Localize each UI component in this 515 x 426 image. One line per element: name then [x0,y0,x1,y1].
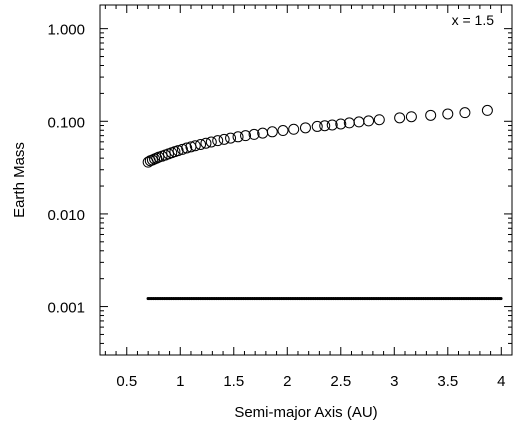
data-point-circle [442,108,454,120]
x-axis-label: Semi-major Axis (AU) [234,404,377,421]
data-point-circle [363,115,375,127]
x-tick-label: 1 [176,373,184,390]
y-tick-label: 0.001 [47,300,85,317]
data-point-circle [373,114,385,126]
data-point-circle [200,137,212,149]
data-point-circle [459,107,471,119]
data-point-circle [405,111,417,123]
x-tick-label: 2.5 [330,373,351,390]
data-point-circle [288,123,300,135]
data-point-circle [195,138,207,150]
data-point-circle [319,120,331,132]
axis-tick-labels: 0.5 1 1.5 2 2.5 3 3.5 4 0.001 0.010 0.100 1.000 [47,22,505,390]
data-point-circle [176,143,188,155]
data-point-circle [353,116,365,128]
annotation-label: x = 1.5 [452,12,495,28]
x-tick-label: 2 [283,373,291,390]
data-point-circle [481,104,493,116]
x-tick-label: 3 [390,373,398,390]
data-point-circle [248,128,260,140]
y-tick-label: 1.000 [47,22,85,39]
data-point-circle [225,132,237,144]
data-point-circle [240,130,252,142]
data-point-circle [394,112,406,124]
data-point-circle [277,125,289,137]
plot-frame [99,4,513,356]
x-tick-label: 0.5 [116,373,137,390]
data-point-circle [212,135,224,147]
data-point-circle [189,140,201,152]
data-point-circle [335,118,347,130]
data-point-circle [205,136,217,148]
y-tick-label: 0.010 [47,207,85,224]
data-point-circle [311,120,323,132]
axis-ticks [100,5,513,356]
data-point-dot [499,296,503,301]
data-point-circle [181,142,193,154]
x-tick-label: 3.5 [437,373,458,390]
x-tick-label: 4 [497,373,505,390]
y-tick-label: 0.100 [47,114,85,131]
data-point-circle [425,109,437,121]
y-axis-label: Earth Mass [11,142,28,218]
data-marks [142,104,503,301]
data-point-circle [218,133,230,145]
data-point-circle [232,131,244,143]
data-point-circle [266,126,278,138]
x-tick-label: 1.5 [223,373,244,390]
data-point-circle [326,119,338,131]
data-point-circle [299,122,311,134]
data-point-circle [172,145,184,157]
